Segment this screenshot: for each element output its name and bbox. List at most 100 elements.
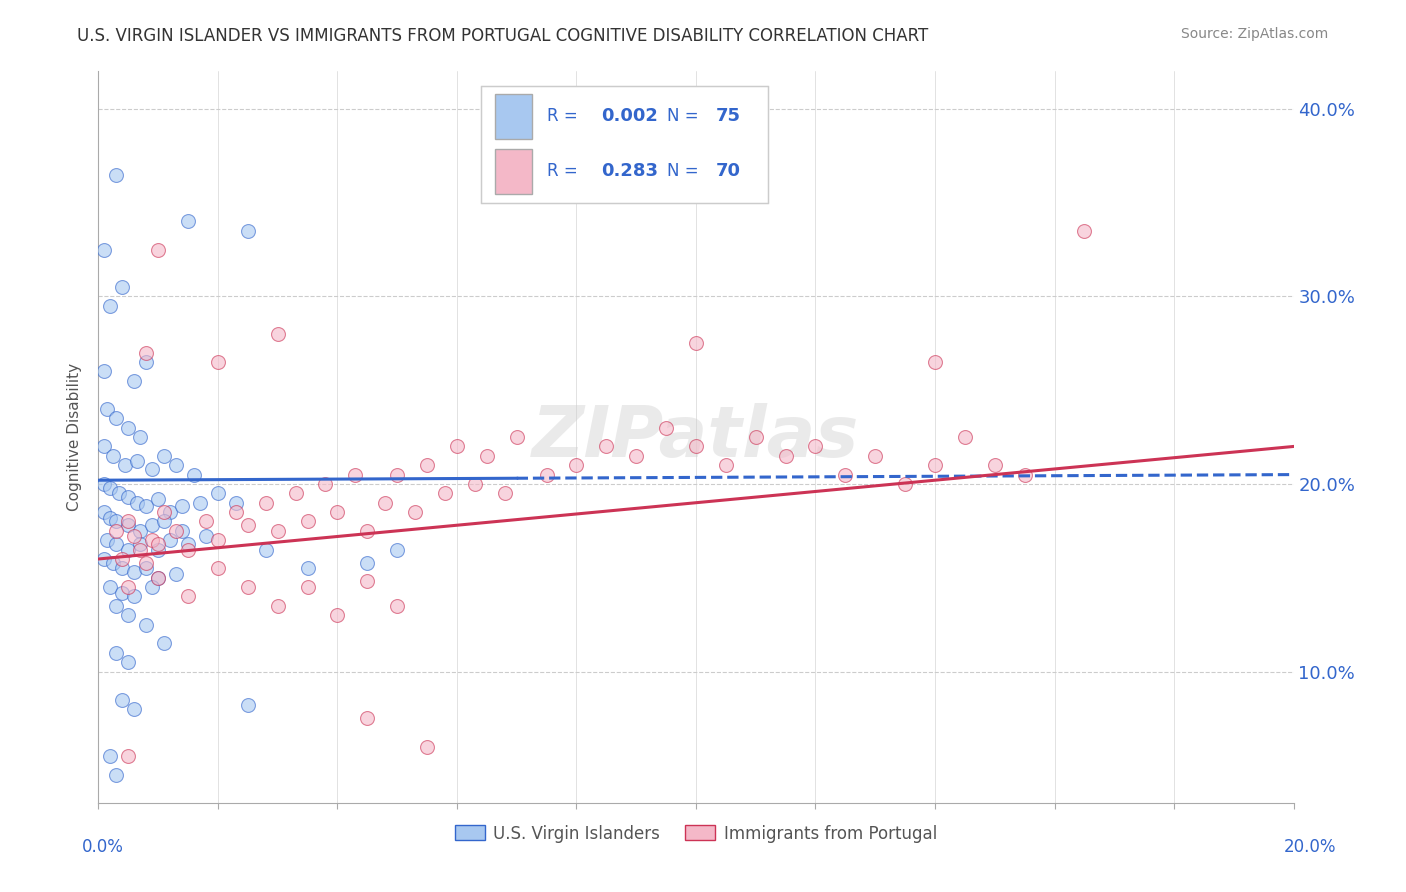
Point bbox=[953, 430, 976, 444]
Point bbox=[148, 571, 170, 585]
Point bbox=[267, 524, 290, 538]
Point bbox=[117, 608, 139, 623]
Point bbox=[834, 467, 856, 482]
Point bbox=[93, 477, 115, 491]
Point bbox=[117, 420, 139, 434]
Point bbox=[111, 561, 134, 575]
Point bbox=[655, 420, 678, 434]
Point bbox=[356, 574, 378, 589]
Point bbox=[111, 692, 134, 706]
Point bbox=[129, 430, 152, 444]
Point bbox=[129, 537, 152, 551]
Point bbox=[148, 491, 170, 506]
Point bbox=[141, 518, 163, 533]
Point bbox=[141, 462, 163, 476]
Point bbox=[236, 580, 259, 594]
Point bbox=[165, 566, 187, 581]
Point bbox=[153, 515, 176, 529]
Point bbox=[98, 510, 122, 524]
Point bbox=[105, 168, 128, 182]
Point bbox=[127, 454, 149, 468]
Point bbox=[141, 533, 163, 548]
Point bbox=[1073, 224, 1095, 238]
Text: Source: ZipAtlas.com: Source: ZipAtlas.com bbox=[1181, 27, 1329, 41]
Point bbox=[356, 524, 378, 538]
Point bbox=[236, 698, 259, 713]
Point bbox=[464, 477, 486, 491]
Text: ZIPatlas: ZIPatlas bbox=[533, 402, 859, 472]
Point bbox=[344, 467, 367, 482]
Point bbox=[506, 430, 529, 444]
Point bbox=[165, 524, 187, 538]
Point bbox=[434, 486, 457, 500]
Point bbox=[172, 524, 194, 538]
Point bbox=[124, 590, 146, 604]
Point bbox=[111, 552, 134, 566]
Point bbox=[153, 505, 176, 519]
Point bbox=[117, 748, 139, 763]
Point bbox=[129, 524, 152, 538]
Legend: U.S. Virgin Islanders, Immigrants from Portugal: U.S. Virgin Islanders, Immigrants from P… bbox=[449, 818, 943, 849]
Point bbox=[177, 214, 200, 228]
Point bbox=[98, 580, 122, 594]
Point bbox=[804, 440, 827, 454]
Point bbox=[148, 537, 170, 551]
Point bbox=[117, 580, 139, 594]
Point bbox=[105, 524, 128, 538]
Point bbox=[188, 496, 211, 510]
Point bbox=[297, 580, 319, 594]
Point bbox=[135, 561, 157, 575]
Point bbox=[108, 486, 131, 500]
Point bbox=[326, 505, 349, 519]
Point bbox=[159, 533, 181, 548]
Point bbox=[865, 449, 887, 463]
Point bbox=[404, 505, 426, 519]
Point bbox=[124, 529, 146, 543]
Point bbox=[475, 449, 498, 463]
Point bbox=[195, 529, 218, 543]
Point bbox=[105, 411, 128, 425]
Point bbox=[297, 561, 319, 575]
Point bbox=[356, 556, 378, 570]
Point bbox=[565, 458, 588, 473]
Point bbox=[1014, 467, 1036, 482]
Point bbox=[385, 467, 409, 482]
Point bbox=[385, 599, 409, 613]
Point bbox=[165, 458, 187, 473]
Point bbox=[117, 542, 139, 557]
Point bbox=[315, 477, 337, 491]
Point bbox=[236, 224, 259, 238]
Point bbox=[103, 556, 125, 570]
Point bbox=[626, 449, 648, 463]
Point bbox=[117, 490, 139, 504]
Point bbox=[177, 542, 200, 557]
Point bbox=[385, 542, 409, 557]
Point bbox=[124, 702, 146, 716]
Text: 20.0%: 20.0% bbox=[1284, 838, 1337, 855]
Point bbox=[183, 467, 205, 482]
Point bbox=[416, 739, 439, 754]
Point bbox=[745, 430, 768, 444]
Point bbox=[105, 515, 128, 529]
Point bbox=[297, 515, 319, 529]
Point bbox=[177, 590, 200, 604]
Point bbox=[225, 496, 247, 510]
Point bbox=[207, 561, 229, 575]
Point bbox=[267, 326, 290, 341]
Point bbox=[111, 586, 134, 600]
Text: U.S. VIRGIN ISLANDER VS IMMIGRANTS FROM PORTUGAL COGNITIVE DISABILITY CORRELATIO: U.S. VIRGIN ISLANDER VS IMMIGRANTS FROM … bbox=[77, 27, 928, 45]
Point bbox=[284, 486, 307, 500]
Point bbox=[111, 280, 134, 294]
Point bbox=[98, 299, 122, 313]
Point bbox=[536, 467, 558, 482]
Point bbox=[207, 486, 229, 500]
Point bbox=[153, 449, 176, 463]
Point bbox=[93, 505, 115, 519]
Point bbox=[141, 580, 163, 594]
Point bbox=[93, 552, 115, 566]
Point bbox=[775, 449, 797, 463]
Point bbox=[446, 440, 468, 454]
Point bbox=[135, 345, 157, 359]
Point bbox=[685, 440, 707, 454]
Point bbox=[96, 533, 118, 548]
